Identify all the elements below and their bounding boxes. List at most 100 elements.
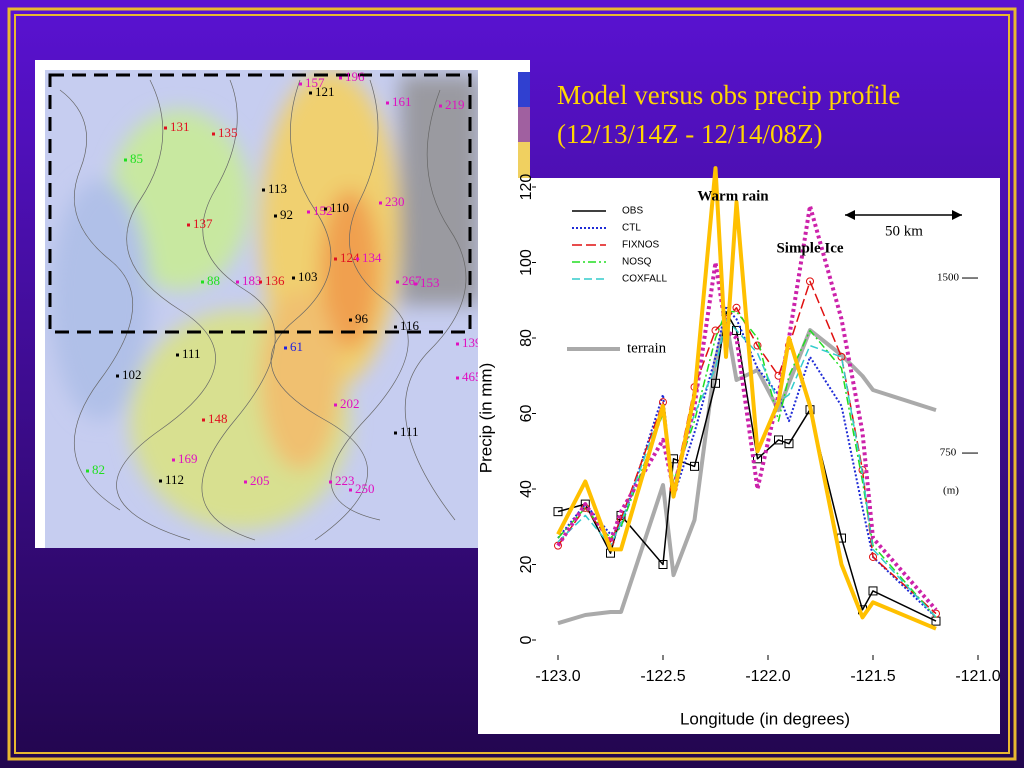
series-line — [557, 310, 937, 618]
station-dot — [329, 480, 332, 484]
series-line — [556, 166, 937, 631]
station-label: 153 — [420, 275, 440, 290]
station-label: 135 — [218, 125, 238, 140]
station-dot — [274, 214, 277, 218]
station-dot — [349, 318, 352, 322]
station-dot — [349, 488, 352, 492]
station-label: 169 — [178, 451, 198, 466]
station-dot — [176, 353, 179, 357]
station-label: 250 — [355, 481, 375, 496]
station-dot — [456, 376, 459, 380]
station-dot — [339, 76, 342, 80]
station-label: 110 — [330, 200, 349, 215]
station-dot — [299, 82, 302, 86]
station-dot — [159, 479, 162, 483]
y-tick-label: 20 — [518, 556, 535, 574]
y-tick-label: 120 — [518, 174, 535, 201]
colorbar — [518, 142, 530, 178]
station-dot — [284, 346, 287, 350]
station-dot — [324, 207, 327, 211]
station-dot — [172, 458, 175, 462]
station-label: 267 — [402, 273, 422, 288]
x-axis-label: Longitude (in degrees) — [680, 709, 850, 728]
station-label: 103 — [298, 269, 318, 284]
point-marker — [753, 341, 762, 350]
y-tick-label: 60 — [518, 405, 535, 423]
colorbar — [518, 107, 530, 142]
y2-tick-label: 750 — [940, 447, 957, 459]
station-dot — [116, 374, 119, 378]
series-line — [556, 203, 938, 612]
station-dot — [309, 91, 312, 95]
x-tick-label: -122.5 — [640, 668, 685, 685]
legend-box — [562, 200, 692, 290]
station-dot — [456, 342, 459, 346]
scale-label: 50 km — [885, 223, 923, 239]
legend-label: CTL — [622, 223, 641, 234]
point-marker — [774, 435, 783, 445]
station-label: 161 — [392, 94, 412, 109]
station-dot — [202, 418, 205, 422]
chart: 0 20 40 60 80 100 120 -123.0 -122.5 -122.0 -121.5 -… — [476, 166, 1001, 728]
point-marker — [806, 277, 814, 286]
station-dot — [212, 132, 215, 136]
station-dot — [334, 403, 337, 407]
station-label: 111 — [400, 424, 419, 439]
point-marker — [732, 303, 741, 312]
station-dot — [259, 280, 262, 284]
station-label: 112 — [165, 472, 184, 487]
slide-title: Model versus obs precip profile — [557, 80, 900, 110]
chart-background — [478, 178, 1000, 734]
series-line — [557, 318, 937, 618]
x-tick-label: -123.0 — [535, 668, 580, 685]
border — [7, 7, 1017, 761]
station-label: 61 — [290, 339, 303, 354]
station-label: 92 — [280, 207, 293, 222]
station-label: 157 — [305, 75, 325, 90]
station-label: 137 — [193, 216, 213, 231]
station-label: 139 — [462, 335, 482, 350]
station-dot — [292, 276, 295, 280]
series-line — [557, 310, 937, 622]
series-label: Simple Ice — [776, 240, 843, 256]
station-dot — [124, 158, 127, 162]
domain-box — [48, 73, 472, 334]
station-label: 148 — [208, 411, 228, 426]
station-label: 85 — [130, 151, 143, 166]
y2-axis-label: (m) — [943, 485, 959, 497]
x-tick-label: -121.0 — [955, 668, 1000, 685]
point-marker — [753, 454, 762, 464]
legend-label: OBS — [622, 206, 643, 217]
point-marker — [711, 378, 720, 388]
station-label: 196 — [345, 69, 365, 84]
point-marker — [868, 586, 878, 596]
point-marker — [658, 560, 668, 569]
station-dot — [394, 431, 397, 435]
station-label: 230 — [385, 194, 405, 209]
station-label: 88 — [207, 273, 220, 288]
point-marker — [553, 507, 563, 517]
station-dot — [396, 280, 399, 284]
station-dot — [201, 280, 204, 284]
station-label: 102 — [122, 367, 142, 382]
station-dot — [386, 101, 389, 105]
station-dot — [379, 201, 382, 205]
station-label: 111 — [182, 346, 201, 361]
station-dot — [187, 223, 190, 227]
border — [14, 14, 1010, 754]
station-dot — [414, 282, 417, 286]
station-label: 116 — [400, 318, 420, 333]
station-label: 131 — [170, 119, 190, 134]
station-label: 223 — [335, 473, 355, 488]
station-label: 96 — [355, 311, 369, 326]
x-tick-label: -122.0 — [745, 668, 790, 685]
station-label: 205 — [250, 473, 270, 488]
series-label: terrain — [627, 340, 667, 356]
colorbar — [518, 72, 530, 107]
point-marker — [690, 461, 699, 471]
y2-tick-label: 1500 — [937, 272, 960, 284]
station-dot — [164, 126, 167, 130]
station-label: 219 — [445, 97, 465, 112]
station-label: 202 — [340, 396, 360, 411]
